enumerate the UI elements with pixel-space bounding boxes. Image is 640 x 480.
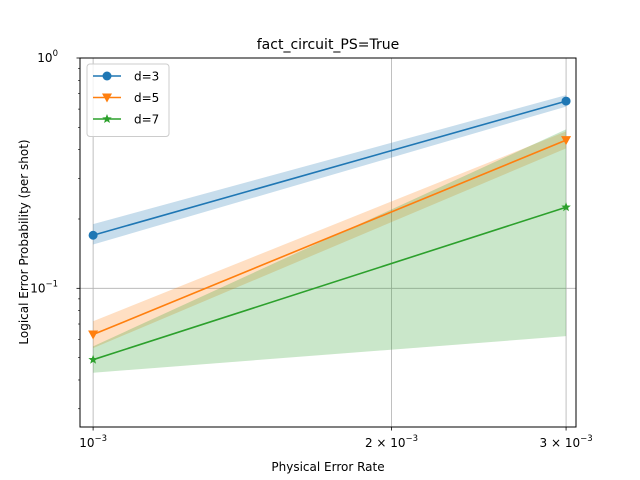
series-line-d=7 <box>92 206 567 361</box>
x-tick-label: 3 × 10−3 <box>540 434 593 450</box>
legend-marker-d=3 <box>102 71 112 81</box>
confidence-bands <box>93 95 567 373</box>
confidence-band-d=5 <box>93 131 567 349</box>
series-line-d=5 <box>92 139 567 336</box>
legend-marker-d=5 <box>102 93 112 103</box>
x-axis-label: Physical Error Rate <box>271 460 384 474</box>
data-point-d=7 <box>561 202 571 212</box>
axes-frame <box>79 57 577 428</box>
data-point-d=7 <box>88 354 98 364</box>
legend-label: d=7 <box>134 113 159 127</box>
series-lines <box>92 100 567 361</box>
data-point-d=5 <box>561 136 572 146</box>
series-line-d=3 <box>92 100 567 237</box>
data-point-d=3 <box>561 96 571 106</box>
legend: d=3 d=5 d=7 <box>86 63 170 137</box>
legend-label: d=3 <box>134 70 159 84</box>
confidence-band-d=7 <box>93 129 567 373</box>
legend-label: d=5 <box>134 91 159 105</box>
x-tick-label: 2 × 10−3 <box>365 434 418 450</box>
series-markers <box>88 96 572 364</box>
y-axis-label: Logical Error Probability (per shot) <box>17 139 31 344</box>
legend-marker-d=7 <box>102 114 112 124</box>
chart-title: fact_circuit_PS=True <box>257 37 399 53</box>
data-point-d=3 <box>88 230 98 240</box>
confidence-band-d=3 <box>93 95 567 245</box>
data-point-d=5 <box>88 330 99 340</box>
